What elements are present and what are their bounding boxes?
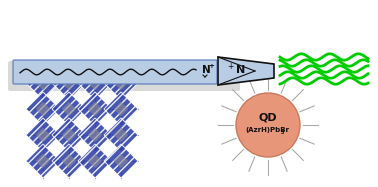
Polygon shape: [62, 128, 76, 142]
Polygon shape: [52, 144, 86, 178]
Polygon shape: [26, 92, 60, 126]
Polygon shape: [104, 118, 138, 152]
Polygon shape: [78, 144, 112, 178]
Polygon shape: [114, 154, 128, 168]
Polygon shape: [52, 92, 86, 126]
Polygon shape: [62, 102, 76, 116]
Polygon shape: [36, 128, 50, 142]
Polygon shape: [88, 102, 102, 116]
Text: QD: QD: [259, 112, 277, 122]
Polygon shape: [62, 154, 76, 168]
Polygon shape: [36, 76, 50, 90]
Text: +: +: [208, 63, 214, 69]
Text: 3: 3: [280, 131, 284, 136]
Polygon shape: [26, 118, 60, 152]
Polygon shape: [88, 154, 102, 168]
Polygon shape: [52, 66, 86, 100]
Polygon shape: [36, 102, 50, 116]
Polygon shape: [36, 154, 50, 168]
FancyBboxPatch shape: [8, 61, 240, 91]
Polygon shape: [104, 66, 138, 100]
Polygon shape: [62, 76, 76, 90]
Polygon shape: [88, 128, 102, 142]
Polygon shape: [26, 66, 60, 100]
Polygon shape: [78, 92, 112, 126]
Polygon shape: [104, 92, 138, 126]
Polygon shape: [114, 76, 128, 90]
Polygon shape: [114, 128, 128, 142]
Polygon shape: [52, 118, 86, 152]
Text: $^+$N: $^+$N: [226, 61, 246, 77]
Polygon shape: [78, 66, 112, 100]
Polygon shape: [88, 76, 102, 90]
Polygon shape: [114, 102, 128, 116]
Polygon shape: [104, 144, 138, 178]
Polygon shape: [26, 144, 60, 178]
Text: (AzrH)PbBr: (AzrH)PbBr: [245, 127, 289, 133]
Text: N: N: [201, 65, 211, 75]
Polygon shape: [218, 57, 274, 85]
FancyBboxPatch shape: [13, 60, 217, 84]
Circle shape: [236, 93, 300, 157]
Polygon shape: [78, 118, 112, 152]
